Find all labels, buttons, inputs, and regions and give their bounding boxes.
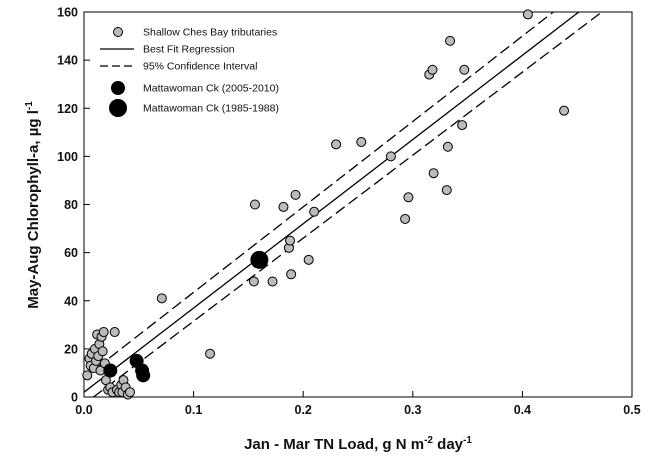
x-tick-label: 0.3 (404, 403, 421, 417)
tributary-point (267, 276, 278, 287)
tributary-point (428, 168, 439, 179)
legend-label-tributaries: Shallow Ches Bay tributaries (143, 27, 277, 39)
x-tick-label: 0.0 (75, 403, 92, 417)
regression-layer (83, 11, 603, 398)
legend-label-mattawoman-1985: Mattawoman Ck (1985-1988) (143, 103, 279, 115)
best-fit-line (83, 11, 580, 393)
legend-label-regression: Best Fit Regression (143, 44, 235, 56)
legend-marker-tributaries (113, 27, 123, 37)
x-axis-label-sup2: -1 (463, 435, 472, 446)
x-tick-label: 0.2 (295, 403, 312, 417)
tributary-point (459, 64, 470, 75)
tributary-point (403, 192, 414, 203)
tributary-point (303, 254, 314, 265)
tributary-point (98, 327, 109, 338)
tributary-point (356, 136, 367, 147)
mattawoman-1985-point (250, 250, 269, 269)
y-tick-label: 20 (64, 342, 78, 356)
mattawoman-2005-point (103, 363, 118, 378)
tributary-point (278, 201, 289, 212)
tributary-point (385, 151, 396, 162)
x-tick-label: 0.4 (514, 403, 531, 417)
tributary-point (290, 189, 301, 200)
tributary-point (442, 141, 453, 152)
tributary-point (559, 105, 570, 116)
tributary-point (457, 120, 468, 131)
x-axis-label-sup1: -2 (424, 435, 433, 446)
y-tick-label: 60 (64, 246, 78, 260)
tributary-point (125, 387, 136, 398)
tributary-point (248, 276, 259, 287)
legend-label-mattawoman-2005: Mattawoman Ck (2005-2010) (143, 83, 279, 95)
y-tick-label: 140 (57, 54, 78, 68)
y-axis-label-main: May-Aug Chlorophyll-a, µg l (25, 110, 42, 309)
x-tick-label: 0.1 (185, 403, 202, 417)
y-tick-label: 120 (57, 102, 78, 116)
tributary-point (285, 235, 296, 246)
tributary-point (82, 370, 93, 381)
y-tick-label: 40 (64, 294, 78, 308)
tributary-point (249, 199, 260, 210)
tributary-point (331, 139, 342, 150)
tributary-point (400, 213, 411, 224)
tributary-point (522, 9, 533, 20)
mattawoman-2005-point (136, 368, 151, 383)
y-tick-label: 80 (64, 198, 78, 212)
legend-label-confidence: 95% Confidence Interval (143, 61, 257, 73)
tributary-point (205, 348, 216, 359)
tributary-point (427, 64, 438, 75)
tributary-point (445, 35, 456, 46)
x-axis-label-main: Jan - Mar TN Load, g N m (244, 436, 424, 453)
y-axis-label-sup: -1 (24, 101, 35, 110)
y-axis-label: May-Aug Chlorophyll-a, µg l-1 (24, 101, 42, 309)
tributary-point (97, 346, 108, 357)
points-layer (82, 9, 570, 400)
ticks-layer: 0.0 0.1 0.2 0.3 0.4 0.5 0 20 40 60 80 100 120 140 160 (57, 6, 641, 418)
y-tick-label: 0 (71, 391, 78, 405)
x-tick-label: 0.5 (623, 403, 640, 417)
tributary-point (441, 185, 452, 196)
legend: Shallow Ches Bay tributaries Best Fit Re… (100, 27, 279, 117)
tributary-point (286, 269, 297, 280)
tributary-point (109, 327, 120, 338)
confidence-lower-line (93, 11, 603, 398)
x-axis-label: Jan - Mar TN Load, g N m-2 day-1 (244, 435, 472, 453)
tributary-point (309, 206, 320, 217)
y-tick-label: 160 (57, 6, 78, 20)
x-axis-label-mid: day (433, 436, 464, 453)
tributary-point (156, 293, 167, 304)
confidence-upper-line (83, 11, 554, 379)
legend-marker-mattawoman-1985 (109, 99, 127, 117)
legend-marker-mattawoman-2005 (111, 81, 125, 95)
y-tick-label: 100 (57, 150, 78, 164)
